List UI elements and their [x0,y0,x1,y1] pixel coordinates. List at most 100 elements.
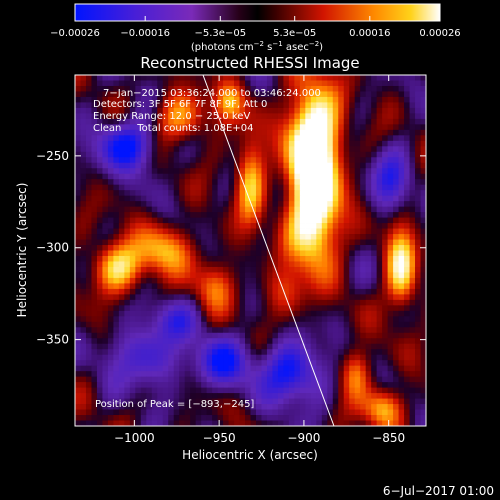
heatmap-cell [184,283,191,290]
heatmap-cell [151,234,158,240]
heatmap-cell [332,327,339,334]
heatmap-cell [195,327,202,334]
heatmap-cell [234,151,240,158]
heatmap-cell [245,184,251,191]
heatmap-cell [327,135,334,142]
heatmap-cell [162,212,169,218]
heatmap-cell [310,327,317,334]
heatmap-cell [360,327,367,334]
heatmap-cell [234,272,240,279]
heatmap-cell [294,404,301,410]
heatmap-cell [190,371,197,378]
heatmap-cell [91,162,98,169]
heatmap-cell [245,206,251,213]
plot-frame [74,74,427,427]
heatmap-cell [107,250,114,257]
heatmap-cell [294,266,301,273]
heatmap-cell [140,151,147,158]
heatmap-cell [261,118,268,125]
heatmap-cell [299,387,306,394]
heatmap-cell [162,316,169,323]
heatmap-cell [96,96,103,103]
heatmap-cell [393,365,399,372]
heatmap-cell [157,190,164,197]
heatmap-cell [201,228,208,235]
heatmap-cell [261,146,268,153]
heatmap-cell [80,338,87,345]
heatmap-cell [365,113,372,120]
heatmap-cell [316,266,323,273]
heatmap-cell [223,338,229,345]
heatmap-cell [354,228,361,235]
heatmap-cell [140,245,147,251]
heatmap-cell [409,283,416,290]
heatmap-cell [277,316,284,323]
heatmap-cell [234,85,240,92]
heatmap-cell [299,118,306,125]
heatmap-cell [327,190,334,197]
heatmap-cell [129,195,136,202]
heatmap-cell [288,316,295,323]
heatmap-cell [376,228,383,235]
heatmap-cell [382,360,389,367]
heatmap-cell [173,365,180,372]
heatmap-cell [124,217,131,224]
heatmap-cell [393,404,399,410]
heatmap-cell [184,316,191,323]
heatmap-cell [310,283,317,290]
heatmap-cell [168,404,175,410]
heatmap-cell [299,371,306,378]
heatmap-cell [409,409,416,416]
heatmap-cell [272,162,279,169]
heatmap-cell [266,228,273,235]
heatmap-cell [146,223,153,229]
heatmap-cell [245,195,251,202]
heatmap-cell [354,173,361,180]
heatmap-cell [261,239,268,246]
heatmap-cell [266,140,273,147]
heatmap-cell [272,239,279,246]
heatmap-cell [354,80,361,87]
heatmap-cell [365,255,372,262]
heatmap-cell [327,382,334,389]
heatmap-cell [321,272,328,279]
heatmap-cell [305,310,312,317]
heatmap-cell [277,91,284,98]
heatmap-cell [354,75,361,81]
heatmap-cell [80,80,87,87]
heatmap-cell [184,376,191,383]
heatmap-cell [212,228,218,235]
heatmap-cell [250,283,257,290]
heatmap-cell [168,239,175,246]
heatmap-cell [420,398,426,405]
heatmap-cell [332,113,339,120]
heatmap-cell [206,294,213,301]
heatmap-cell [124,305,131,312]
heatmap-cell [332,184,339,191]
heatmap-cell [277,288,284,295]
heatmap-cell [113,398,120,405]
heatmap-cell [151,124,158,131]
heatmap-cell [332,272,339,279]
heatmap-cell [118,80,125,87]
heatmap-cell [266,75,273,81]
heatmap-cell [387,409,394,416]
heatmap-cell [212,212,218,218]
heatmap-cell [201,376,208,383]
heatmap-cell [140,234,147,240]
heatmap-cell [420,420,426,426]
heatmap-cell [420,305,426,312]
heatmap-cell [217,239,224,246]
heatmap-cell [354,234,361,240]
heatmap-cell [151,327,158,334]
heatmap-cell [327,266,334,273]
heatmap-cell [327,393,334,399]
heatmap-cell [305,179,312,186]
heatmap-cell [201,80,208,87]
heatmap-cell [321,266,328,273]
heatmap-cell [354,118,361,125]
heatmap-cell [354,338,361,345]
heatmap-cell [354,250,361,257]
heatmap-cell [310,288,317,295]
heatmap-cell [250,80,257,87]
